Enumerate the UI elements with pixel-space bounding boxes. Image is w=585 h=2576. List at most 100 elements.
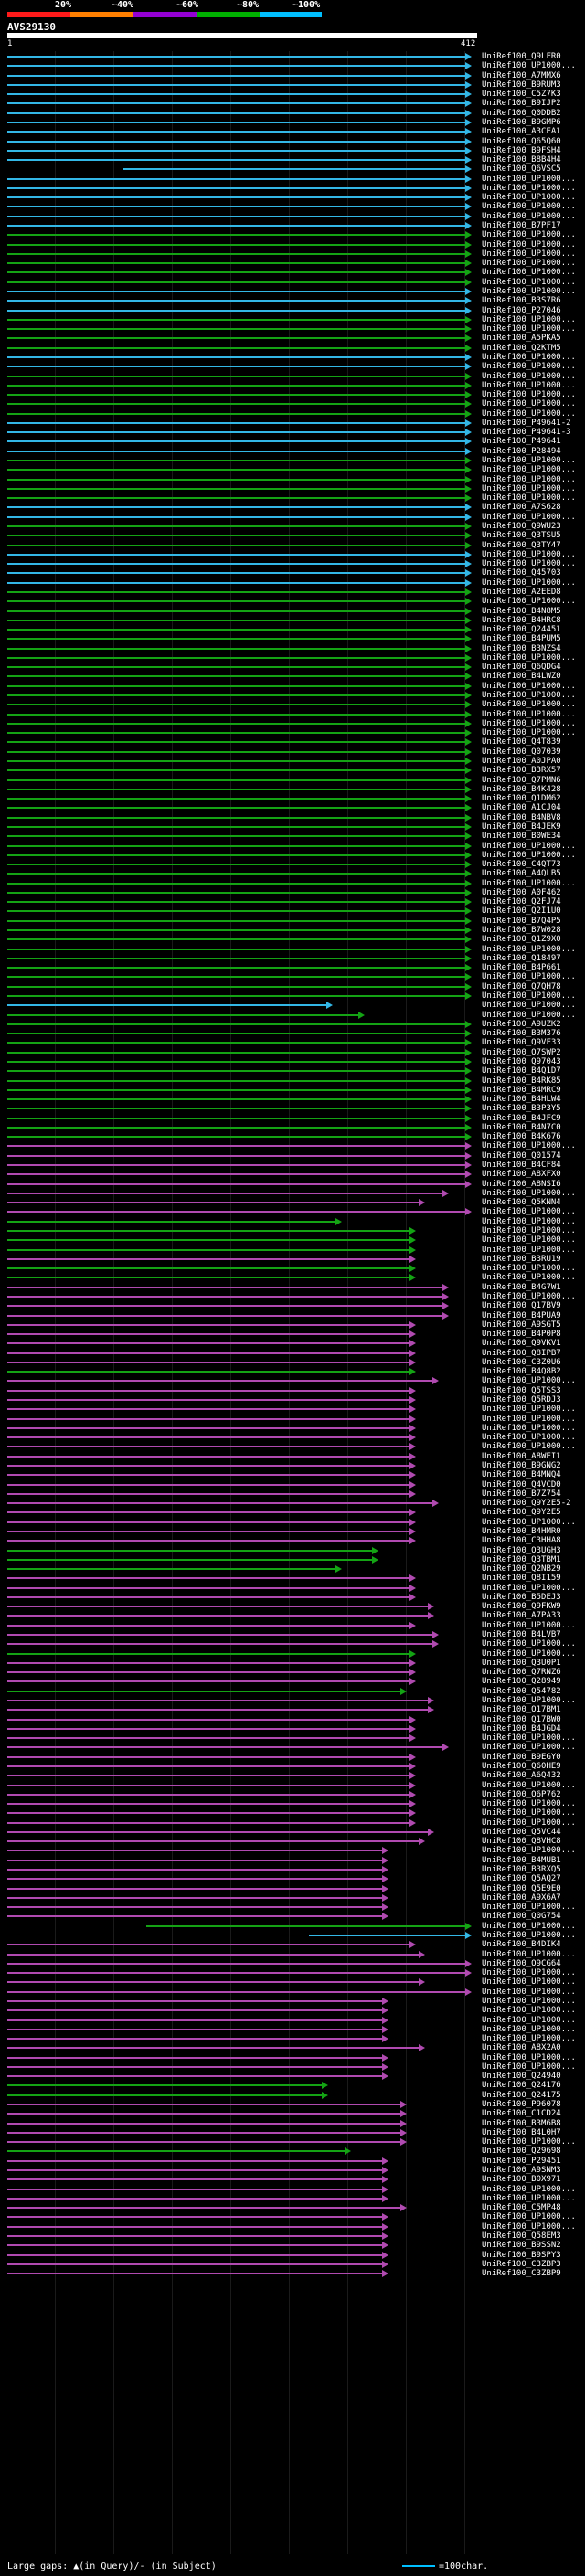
hit-row[interactable]: UniRef100_B4DIK4 xyxy=(0,1940,585,1950)
hit-label[interactable]: UniRef100_B4LWZ0 xyxy=(482,672,561,682)
hit-row[interactable]: UniRef100_B4LWZ0 xyxy=(0,672,585,682)
hit-row[interactable]: UniRef100_UP1000... xyxy=(0,202,585,212)
hit-label[interactable]: UniRef100_B4JEK9 xyxy=(482,822,561,832)
hit-label[interactable]: UniRef100_UP1000... xyxy=(482,174,576,184)
hit-row[interactable]: UniRef100_Q8I159 xyxy=(0,1574,585,1584)
hit-row[interactable]: UniRef100_UP1000... xyxy=(0,259,585,269)
hit-row[interactable]: UniRef100_B3M6B8 xyxy=(0,2118,585,2129)
hit-row[interactable]: UniRef100_UP1000... xyxy=(0,249,585,260)
hit-label[interactable]: UniRef100_P29451 xyxy=(482,2156,561,2166)
hit-row[interactable]: UniRef100_C3ZBP9 xyxy=(0,2269,585,2279)
hit-row[interactable]: UniRef100_B3RXQ5 xyxy=(0,1865,585,1875)
hit-label[interactable]: UniRef100_B4DIK4 xyxy=(482,1940,561,1950)
hit-row[interactable]: UniRef100_UP1000... xyxy=(0,1733,585,1744)
hit-row[interactable]: UniRef100_UP1000... xyxy=(0,2062,585,2072)
hit-row[interactable]: UniRef100_B3P3Y5 xyxy=(0,1104,585,1114)
hit-label[interactable]: UniRef100_Q9Y2E5-2 xyxy=(482,1499,571,1509)
hit-row[interactable]: UniRef100_UP1000... xyxy=(0,372,585,382)
hit-label[interactable]: UniRef100_Q7PMN6 xyxy=(482,775,561,785)
hit-row[interactable]: UniRef100_B5DEJ3 xyxy=(0,1593,585,1603)
hit-label[interactable]: UniRef100_B4HRC8 xyxy=(482,615,561,625)
hit-label[interactable]: UniRef100_Q8IPB7 xyxy=(482,1348,561,1358)
hit-label[interactable]: UniRef100_C4QT73 xyxy=(482,860,561,870)
hit-label[interactable]: UniRef100_Q17BW0 xyxy=(482,1714,561,1724)
hit-label[interactable]: UniRef100_UP1000... xyxy=(482,390,576,400)
hit-label[interactable]: UniRef100_A8XFX0 xyxy=(482,1170,561,1180)
hit-label[interactable]: UniRef100_A9SGT5 xyxy=(482,1320,561,1330)
hit-label[interactable]: UniRef100_A8WEI1 xyxy=(482,1451,561,1461)
hit-row[interactable]: UniRef100_P49641-3 xyxy=(0,428,585,438)
hit-row[interactable]: UniRef100_UP1000... xyxy=(0,1696,585,1706)
hit-label[interactable]: UniRef100_UP1000... xyxy=(482,314,576,324)
hit-label[interactable]: UniRef100_B3RX57 xyxy=(482,766,561,776)
hit-label[interactable]: UniRef100_B8B4H4 xyxy=(482,155,561,165)
hit-row[interactable]: UniRef100_B4PUM5 xyxy=(0,634,585,644)
hit-row[interactable]: UniRef100_B4MUB1 xyxy=(0,1855,585,1866)
hit-label[interactable]: UniRef100_Q9WU23 xyxy=(482,522,561,531)
hit-label[interactable]: UniRef100_UP1000... xyxy=(482,1808,576,1818)
hit-row[interactable]: UniRef100_A7S628 xyxy=(0,503,585,513)
hit-row[interactable]: UniRef100_B4HMR0 xyxy=(0,1526,585,1537)
hit-row[interactable]: UniRef100_B4CF84 xyxy=(0,1161,585,1171)
hit-label[interactable]: UniRef100_UP1000... xyxy=(482,287,576,296)
hit-label[interactable]: UniRef100_UP1000... xyxy=(482,1010,576,1020)
hit-row[interactable]: UniRef100_B7W028 xyxy=(0,926,585,936)
hit-row[interactable]: UniRef100_B4PUA9 xyxy=(0,1311,585,1321)
hit-row[interactable]: UniRef100_UP1000... xyxy=(0,1292,585,1302)
hit-label[interactable]: UniRef100_Q6QDG4 xyxy=(482,663,561,673)
hit-row[interactable]: UniRef100_A7PA33 xyxy=(0,1611,585,1621)
hit-label[interactable]: UniRef100_Q24175 xyxy=(482,2090,561,2100)
hit-row[interactable]: UniRef100_B3M376 xyxy=(0,1029,585,1039)
hit-row[interactable]: UniRef100_UP1000... xyxy=(0,1207,585,1217)
hit-label[interactable]: UniRef100_B4HMR0 xyxy=(482,1526,561,1536)
hit-label[interactable]: UniRef100_B7W028 xyxy=(482,926,561,936)
hit-label[interactable]: UniRef100_B4PUM5 xyxy=(482,634,561,644)
hit-row[interactable]: UniRef100_B7Z754 xyxy=(0,1489,585,1500)
hit-label[interactable]: UniRef100_UP1000... xyxy=(482,2015,576,2025)
hit-label[interactable]: UniRef100_B3P3Y5 xyxy=(482,1104,561,1114)
hit-label[interactable]: UniRef100_Q5E9E0 xyxy=(482,1883,561,1893)
hit-label[interactable]: UniRef100_A9SNM3 xyxy=(482,2166,561,2175)
hit-label[interactable]: UniRef100_UP1000... xyxy=(482,2006,576,2016)
hit-row[interactable]: UniRef100_B4N7C0 xyxy=(0,1123,585,1133)
hit-row[interactable]: UniRef100_UP1000... xyxy=(0,653,585,663)
hit-label[interactable]: UniRef100_UP1000... xyxy=(482,1273,576,1283)
hit-row[interactable]: UniRef100_Q54782 xyxy=(0,1687,585,1697)
hit-row[interactable]: UniRef100_UP1000... xyxy=(0,991,585,1002)
hit-label[interactable]: UniRef100_UP1000... xyxy=(482,465,576,475)
hit-label[interactable]: UniRef100_Q7RNZ6 xyxy=(482,1668,561,1678)
hit-row[interactable]: UniRef100_Q5AQ27 xyxy=(0,1874,585,1884)
hit-label[interactable]: UniRef100_B3M6B8 xyxy=(482,2118,561,2128)
hit-label[interactable]: UniRef100_B9IJP2 xyxy=(482,99,561,109)
hit-row[interactable]: UniRef100_B4G7W1 xyxy=(0,1283,585,1293)
hit-label[interactable]: UniRef100_B0X971 xyxy=(482,2175,561,2185)
hit-label[interactable]: UniRef100_B4JFC9 xyxy=(482,1113,561,1123)
hit-row[interactable]: UniRef100_B9SSN2 xyxy=(0,2241,585,2251)
hit-row[interactable]: UniRef100_B7Q4P5 xyxy=(0,917,585,927)
hit-row[interactable]: UniRef100_Q1Z9X0 xyxy=(0,935,585,945)
hit-row[interactable]: UniRef100_Q7PMN6 xyxy=(0,775,585,786)
hit-label[interactable]: UniRef100_UP1000... xyxy=(482,1818,576,1828)
hit-label[interactable]: UniRef100_UP1000... xyxy=(482,991,576,1001)
hit-label[interactable]: UniRef100_Q5KNN4 xyxy=(482,1198,561,1208)
hit-label[interactable]: UniRef100_UP1000... xyxy=(482,681,576,691)
hit-label[interactable]: UniRef100_B4CF84 xyxy=(482,1161,561,1171)
hit-row[interactable]: UniRef100_A8WEI1 xyxy=(0,1451,585,1462)
hit-label[interactable]: UniRef100_UP1000... xyxy=(482,1968,576,1978)
hit-row[interactable]: UniRef100_B0X971 xyxy=(0,2175,585,2185)
hit-row[interactable]: UniRef100_Q9VF33 xyxy=(0,1038,585,1048)
hit-row[interactable]: UniRef100_B4JGD4 xyxy=(0,1724,585,1734)
hit-label[interactable]: UniRef100_UP1000... xyxy=(482,1442,576,1452)
hit-row[interactable]: UniRef100_Q24940 xyxy=(0,2072,585,2082)
hit-label[interactable]: UniRef100_UP1000... xyxy=(482,2062,576,2072)
hit-label[interactable]: UniRef100_B4MUB1 xyxy=(482,1855,561,1865)
hit-label[interactable]: UniRef100_Q58EM3 xyxy=(482,2231,561,2241)
hit-label[interactable]: UniRef100_B4NBV8 xyxy=(482,812,561,822)
hit-row[interactable]: UniRef100_UP1000... xyxy=(0,597,585,607)
hit-label[interactable]: UniRef100_B4MRC9 xyxy=(482,1085,561,1095)
hit-label[interactable]: UniRef100_UP1000... xyxy=(482,211,576,221)
hit-label[interactable]: UniRef100_UP1000... xyxy=(482,193,576,203)
hit-row[interactable]: UniRef100_Q4T839 xyxy=(0,737,585,747)
hit-row[interactable]: UniRef100_B4NBV8 xyxy=(0,812,585,823)
hit-row[interactable]: UniRef100_A5PKA5 xyxy=(0,334,585,344)
